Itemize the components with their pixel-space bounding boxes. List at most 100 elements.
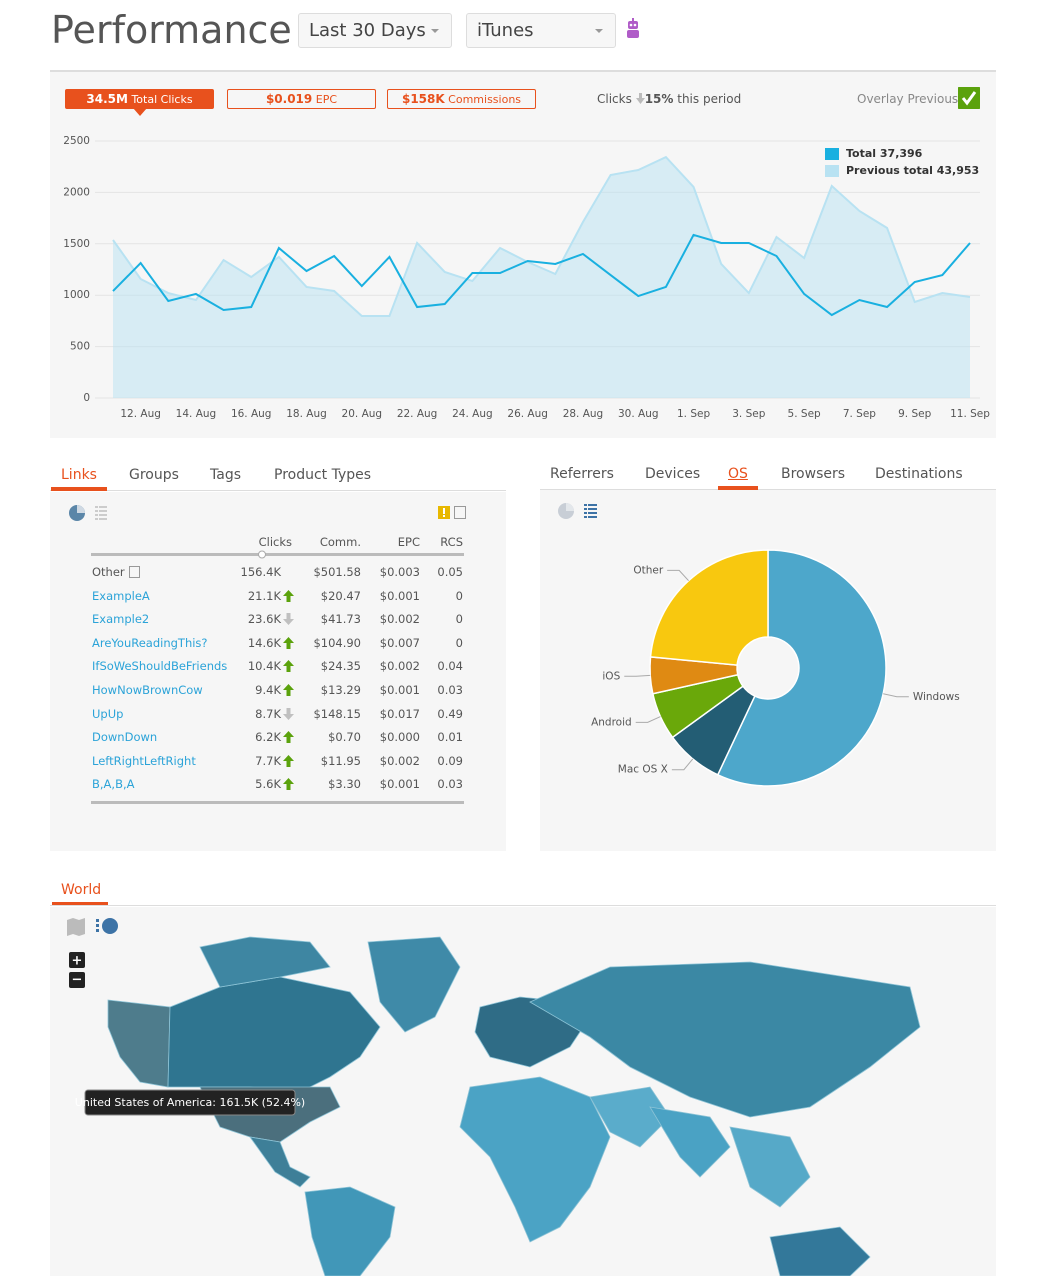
tab[interactable]: Devices — [645, 466, 701, 482]
table-cell: 14.6K — [247, 635, 281, 650]
table-cell: 156.4K — [240, 565, 281, 579]
pie-slice — [649, 549, 769, 666]
commissions-value: $158K — [401, 92, 445, 106]
x-tick-label: 11. Sep — [950, 408, 990, 420]
link[interactable]: Example2 — [92, 612, 150, 627]
link[interactable]: B,A,B,A — [92, 777, 135, 792]
epc-button[interactable]: $0.019 EPC — [227, 89, 376, 109]
change-value: 15% — [644, 92, 674, 106]
world-tab[interactable]: World — [61, 882, 102, 898]
epc-label: EPC — [315, 93, 338, 106]
table-cell: 0.03 — [437, 683, 463, 697]
trend-arrow — [283, 731, 294, 744]
y-tick-label: 1000 — [63, 289, 90, 301]
total-clicks-value: 34.5M — [86, 92, 128, 106]
table-cell: 0 — [455, 635, 463, 650]
overlay-label: Overlay Previous — [857, 92, 959, 106]
world-map: + − United States of America: 161.5K (52… — [67, 918, 921, 1276]
trend-arrow — [283, 707, 294, 720]
table-cell: $0.002 — [379, 612, 420, 627]
table-cell: 8.7K — [255, 706, 281, 721]
total-clicks-label: Total Clicks — [131, 93, 193, 106]
table-rule — [91, 801, 464, 804]
tab[interactable]: Browsers — [781, 466, 846, 482]
slider[interactable] — [90, 550, 466, 560]
table-cell: 0.01 — [437, 730, 463, 745]
help-icon[interactable] — [129, 566, 141, 578]
x-tick-label: 28. Aug — [563, 408, 604, 420]
table-cell: 7.7K — [255, 753, 281, 768]
commissions-label: Commissions — [448, 93, 522, 106]
slice-label: Android — [591, 716, 632, 728]
table-cell: 0.03 — [437, 777, 463, 792]
table-cell: 6.2K — [255, 730, 281, 745]
zoom-in: + — [72, 954, 83, 969]
column-header: Clicks — [258, 535, 292, 549]
table-cell: $41.73 — [320, 612, 361, 627]
table-cell: $0.017 — [379, 706, 420, 721]
trend-up — [283, 778, 294, 791]
link[interactable]: UpUp — [92, 706, 124, 721]
table-cell: $13.29 — [320, 683, 361, 697]
zoom-out: − — [72, 973, 83, 988]
table-cell: $0.001 — [379, 683, 420, 697]
x-tick-label: 7. Sep — [843, 408, 876, 420]
link[interactable]: LeftRightLeftRight — [92, 753, 196, 768]
column-header: Comm. — [319, 535, 361, 549]
x-tick-label: 1. Sep — [677, 408, 710, 420]
line-chart: 0 500 1000 1500 2000 2500 12. Aug 14. Aug 16. Au… — [63, 135, 990, 420]
trend-arrow — [283, 684, 294, 696]
view-toggle[interactable] — [557, 502, 603, 520]
label-line — [667, 569, 689, 582]
total-clicks-button[interactable]: 34.5M Total Clicks — [65, 89, 214, 109]
link[interactable]: ExampleA — [92, 588, 150, 603]
table-cell: $501.58 — [313, 565, 361, 579]
x-tick-label: 5. Sep — [788, 408, 821, 420]
legend-label: Total 37,396 — [846, 147, 923, 160]
link[interactable]: DownDown — [92, 730, 158, 745]
view-toggle[interactable] — [68, 504, 108, 522]
x-tick-label: 14. Aug — [176, 408, 217, 420]
tab[interactable]: Tags — [210, 467, 241, 483]
change-arrow — [635, 93, 645, 104]
range-dropdown[interactable]: Last 30 Days — [298, 13, 452, 48]
y-tick-label: 500 — [70, 341, 90, 353]
table-cell: 9.4K — [255, 683, 281, 697]
x-tick-label: 18. Aug — [286, 408, 327, 420]
tab[interactable]: OS — [728, 466, 748, 482]
link[interactable]: IfSoWeShouldBeFriends — [92, 659, 228, 674]
table-cell: $0.002 — [379, 753, 420, 768]
commissions-button[interactable]: $158K Commissions — [387, 89, 536, 109]
table-cell: 0 — [455, 588, 463, 603]
table-cell: $11.95 — [320, 753, 361, 768]
robot-icon[interactable] — [624, 18, 642, 42]
tab[interactable]: Destinations — [875, 466, 963, 482]
map-tooltip: United States of America: 161.5K (52.4%) — [75, 1096, 305, 1109]
help-box — [129, 566, 140, 578]
overlay-checkbox[interactable] — [958, 87, 980, 109]
tab[interactable]: Product Types — [274, 467, 372, 483]
trend-down — [283, 707, 294, 720]
tab-underline — [51, 487, 107, 491]
tab-rule — [540, 489, 996, 490]
tab[interactable]: Groups — [129, 467, 179, 483]
table-cell: 0.05 — [437, 565, 463, 579]
help-icons[interactable] — [438, 506, 468, 520]
table-cell: $0.002 — [379, 659, 420, 674]
tab[interactable]: Referrers — [550, 466, 614, 482]
store-dropdown[interactable]: iTunes — [466, 13, 616, 48]
link[interactable]: HowNowBrownCow — [92, 683, 203, 697]
legend-swatch — [825, 165, 839, 177]
y-tick-label: 0 — [83, 392, 90, 404]
pie-slice — [716, 549, 887, 787]
tab[interactable]: Links — [61, 467, 97, 483]
x-tick-label: 16. Aug — [231, 408, 272, 420]
legend-label: Previous total 43,953 — [846, 164, 979, 177]
trend-up — [283, 731, 294, 744]
zoom-in-button[interactable] — [69, 952, 85, 968]
table-cell: $0.003 — [379, 565, 420, 579]
link[interactable]: AreYouReadingThis? — [92, 635, 208, 650]
zoom-out-button[interactable] — [69, 972, 85, 988]
trend-arrow — [283, 754, 294, 767]
table-cell: 23.6K — [247, 612, 281, 627]
